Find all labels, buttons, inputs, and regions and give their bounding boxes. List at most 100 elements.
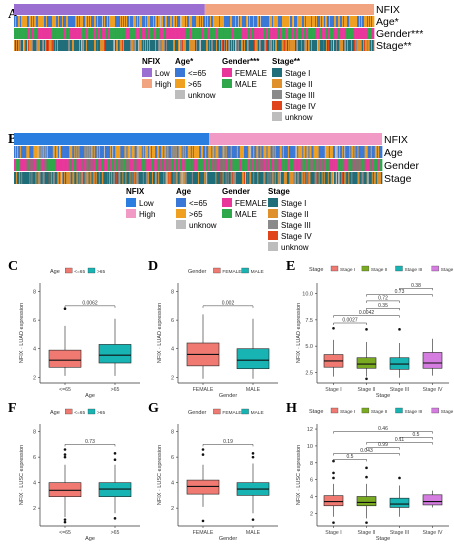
heatmap-cell <box>224 172 226 184</box>
heatmap-cell <box>181 172 184 184</box>
heatmap-cell <box>341 172 343 184</box>
heatmap-cell <box>289 16 291 27</box>
heatmap-cell <box>50 16 52 27</box>
heatmap-cell <box>34 40 36 51</box>
heatmap-cell <box>303 40 305 51</box>
heatmap-cell <box>298 28 300 39</box>
heatmap-cell <box>63 146 65 158</box>
heatmap-cell <box>301 159 303 171</box>
heatmap-cell <box>210 146 212 158</box>
heatmap-cell <box>345 159 347 171</box>
heatmap-cell <box>108 16 110 27</box>
heatmap-cell <box>316 28 318 39</box>
heatmap-cell <box>200 40 202 51</box>
heatmap-cell <box>176 159 178 171</box>
heatmap-cell <box>21 40 23 51</box>
heatmap-cell <box>253 159 255 171</box>
heatmap-cell <box>362 40 364 51</box>
heatmap-cell <box>326 159 329 171</box>
heatmap-cell <box>39 40 41 51</box>
heatmap-cell <box>164 16 166 27</box>
heatmap-cell <box>269 16 271 27</box>
heatmap-cell <box>284 159 287 171</box>
heatmap-cell <box>26 28 28 39</box>
heatmap-cell <box>118 159 120 171</box>
heatmap-cell <box>160 159 162 171</box>
heatmap-cell <box>105 28 107 39</box>
heatmap-cell <box>127 40 129 51</box>
x-tick-label: >65 <box>111 530 120 536</box>
heatmap-cell <box>113 172 115 184</box>
heatmap-cell <box>345 16 347 27</box>
heatmap-cell <box>52 28 54 39</box>
heatmap-cell <box>70 40 72 51</box>
heatmap-cell <box>66 172 68 184</box>
p-value-label: 0.5 <box>413 432 420 438</box>
heatmap-cell <box>366 40 368 51</box>
heatmap-cell <box>134 159 136 171</box>
outlier-point <box>63 520 67 524</box>
legend-b-stage2-label: Stage II <box>281 210 309 219</box>
heatmap-cell <box>35 16 37 27</box>
heatmap-cell <box>172 28 174 39</box>
heatmap-cell <box>102 172 105 184</box>
y-tick-label: 8 <box>33 430 36 436</box>
heatmap-cell <box>163 16 165 27</box>
heatmap-cell <box>256 40 258 51</box>
heatmap-cell <box>212 159 214 171</box>
y-tick-label: 6 <box>33 455 36 461</box>
heatmap-row-nfix <box>14 4 374 15</box>
heatmap-cell <box>99 16 101 27</box>
heatmap-cell <box>137 146 140 158</box>
heatmap-cell <box>45 159 48 171</box>
significance-bracket <box>366 308 400 311</box>
heatmap-cell <box>15 172 17 184</box>
heatmap-cell <box>320 172 323 184</box>
heatmap-cell <box>16 16 18 27</box>
heatmap-cell <box>280 159 283 171</box>
heatmap-cell <box>349 40 351 51</box>
heatmap-cell <box>332 40 334 51</box>
heatmap-cell <box>267 40 269 51</box>
heatmap-cell <box>329 146 332 158</box>
legend-b-stage4-label: Stage IV <box>281 232 312 241</box>
heatmap-cell <box>15 146 17 158</box>
heatmap-cell <box>333 40 335 51</box>
heatmap-cell <box>359 28 361 39</box>
heatmap-cell <box>353 172 355 184</box>
heatmap-cell <box>126 16 128 27</box>
heatmap-cell <box>306 16 308 27</box>
heatmap-cell <box>241 16 243 27</box>
heatmap-cell <box>155 40 157 51</box>
heatmap-cell <box>155 146 157 158</box>
heatmap-cell <box>315 159 317 171</box>
heatmap-cell <box>68 146 70 158</box>
y-tick-label: 7.5 <box>305 318 313 324</box>
heatmap-cell <box>297 40 299 51</box>
heatmap-cell <box>303 16 305 27</box>
heatmap-cell <box>99 172 102 184</box>
heatmap-cell <box>249 40 251 51</box>
heatmap-cell <box>355 172 357 184</box>
heatmap-cell <box>128 40 130 51</box>
y-tick-label: 4 <box>171 481 174 487</box>
heatmap-cell <box>269 28 271 39</box>
heatmap-cell <box>56 28 58 39</box>
heatmap-cell <box>322 146 325 158</box>
heatmap-cell <box>88 159 90 171</box>
heatmap-cell <box>223 40 225 51</box>
x-tick-label: Stage III <box>390 387 409 393</box>
heatmap-cell <box>225 16 227 27</box>
legend-swatch <box>431 265 439 272</box>
legend-label: FEMALE <box>222 410 241 416</box>
heatmap-cell <box>39 159 41 171</box>
heatmap-cell <box>272 159 274 171</box>
heatmap-cell <box>171 159 173 171</box>
heatmap-cell <box>184 40 186 51</box>
heatmap-cell <box>34 159 36 171</box>
heatmap-cell <box>14 16 16 27</box>
heatmap-cell <box>56 16 58 27</box>
legend-b-age-gt65-swatch <box>176 209 186 218</box>
heatmap-cell <box>133 40 135 51</box>
box--65 <box>98 452 132 520</box>
